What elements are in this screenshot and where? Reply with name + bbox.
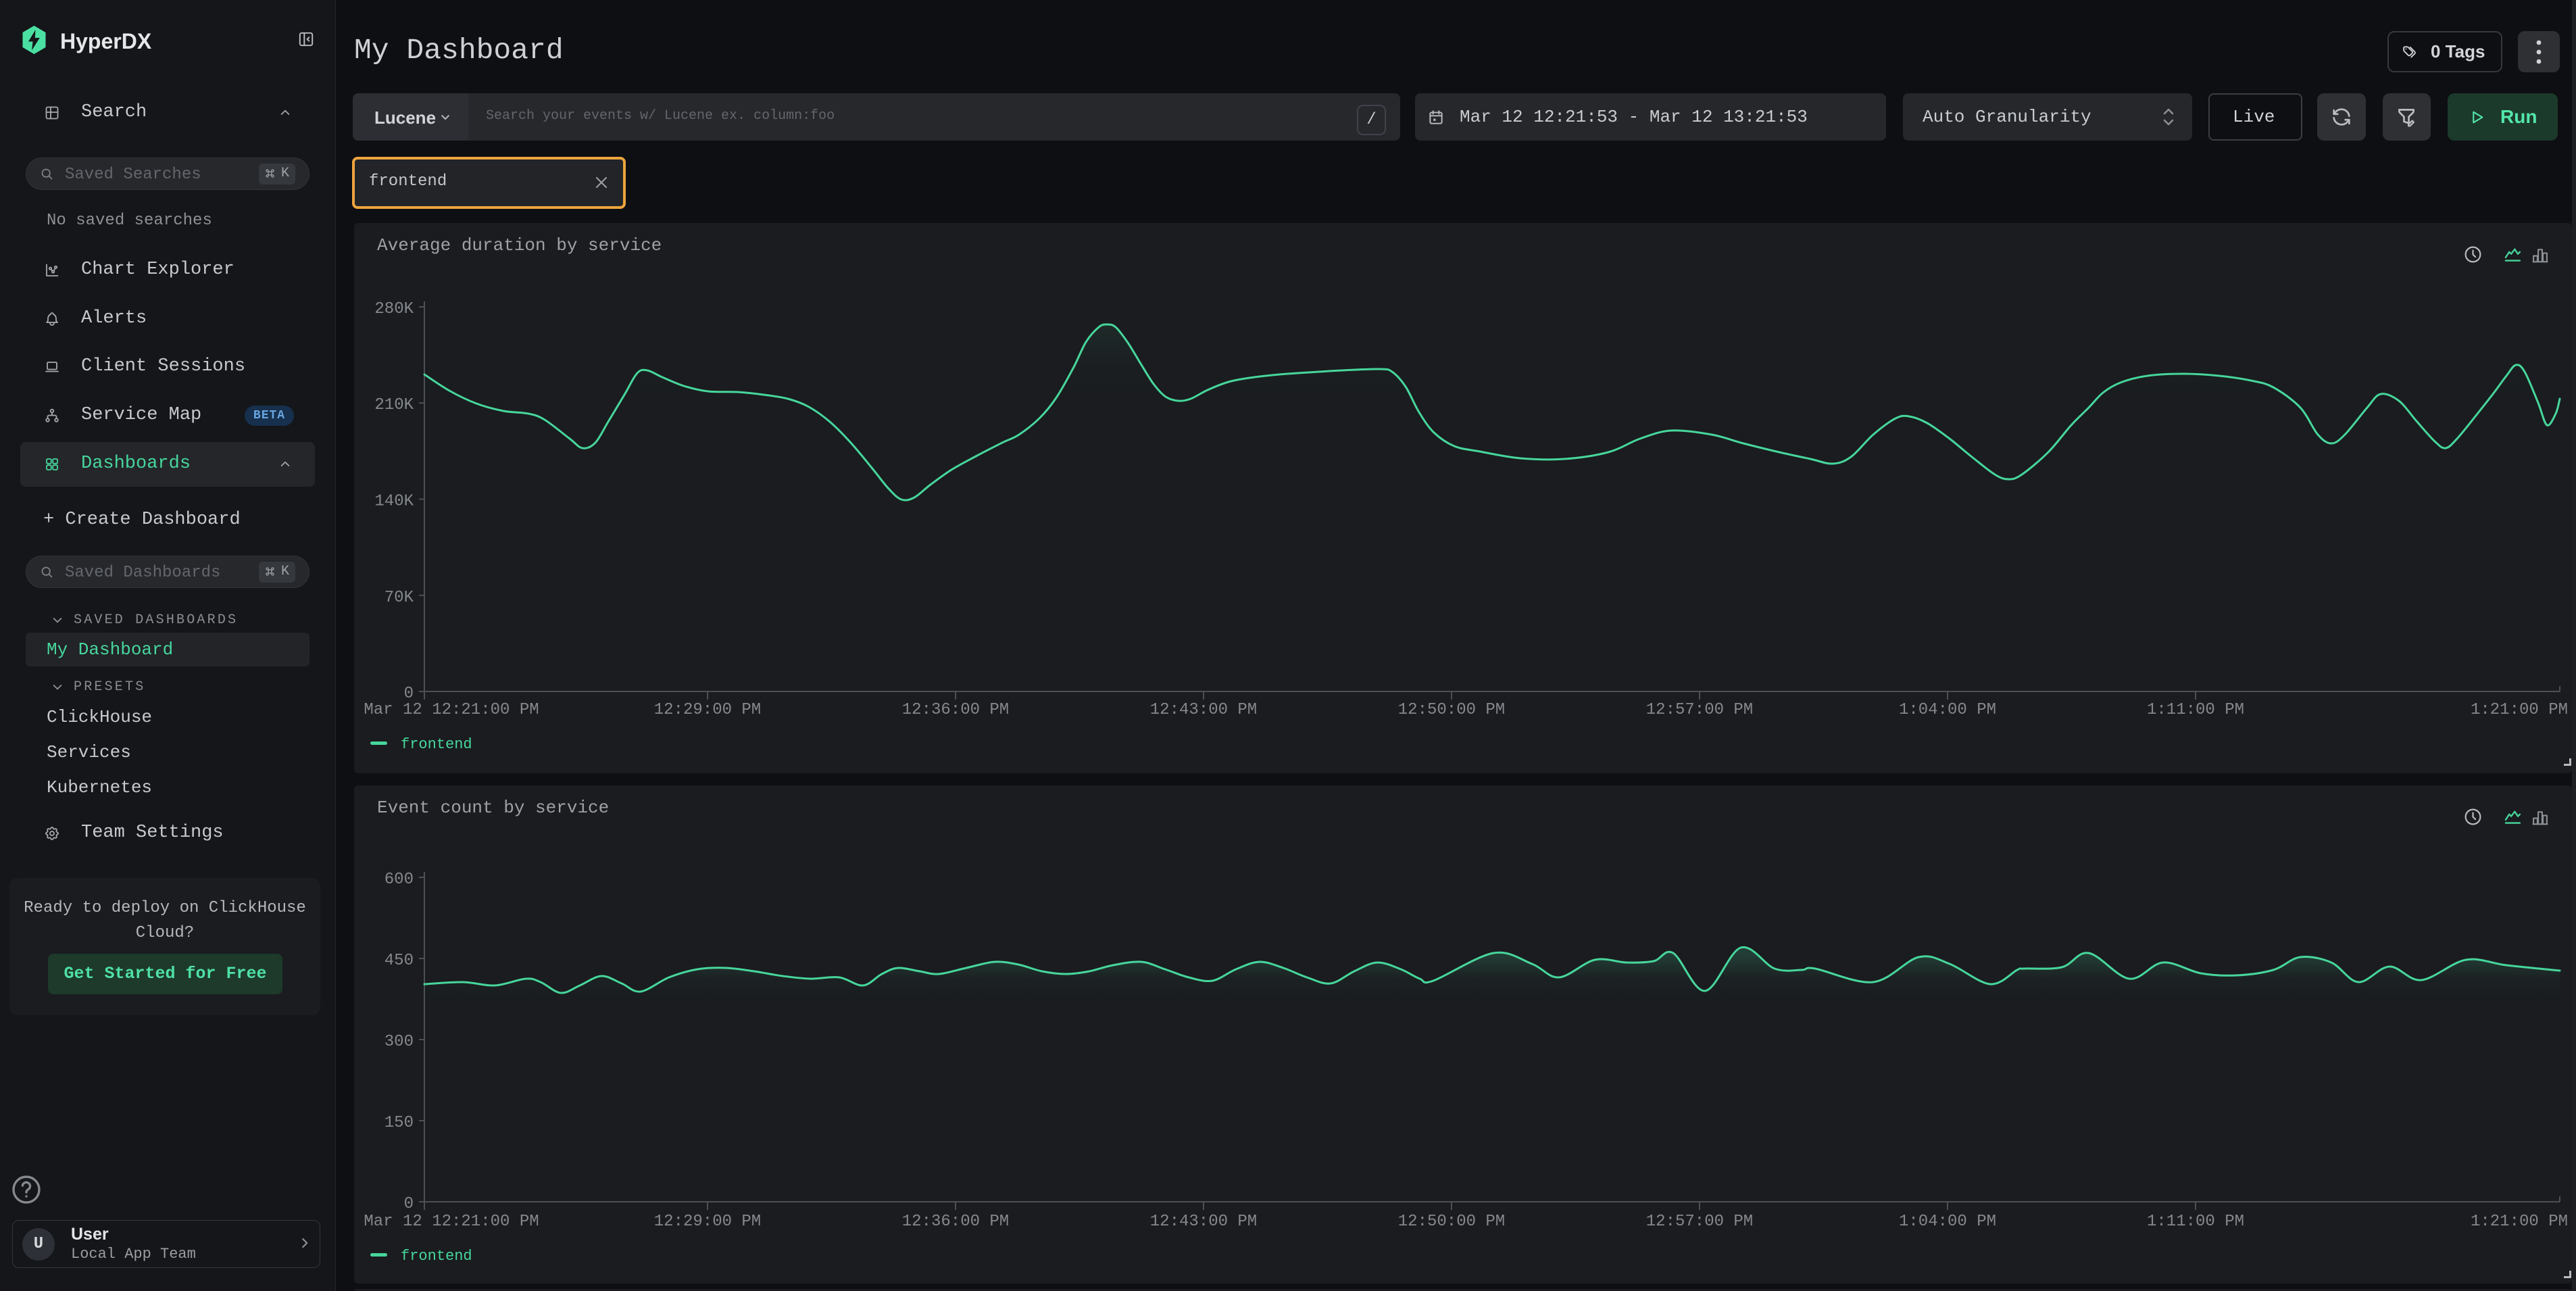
svg-text:12:29:00 PM: 12:29:00 PM bbox=[654, 1213, 761, 1231]
svg-text:12:50:00 PM: 12:50:00 PM bbox=[1398, 701, 1505, 719]
svg-text:1:04:00 PM: 1:04:00 PM bbox=[1899, 1213, 1996, 1231]
svg-text:12:43:00 PM: 12:43:00 PM bbox=[1150, 1213, 1257, 1231]
svg-text:0: 0 bbox=[404, 685, 414, 703]
svg-text:1:21:00 PM: 1:21:00 PM bbox=[2471, 701, 2568, 719]
svg-text:12:36:00 PM: 12:36:00 PM bbox=[902, 1213, 1009, 1231]
svg-text:70K: 70K bbox=[385, 589, 414, 607]
svg-text:12:57:00 PM: 12:57:00 PM bbox=[1646, 1213, 1753, 1231]
svg-text:1:11:00 PM: 1:11:00 PM bbox=[2147, 701, 2244, 719]
svg-text:frontend: frontend bbox=[401, 736, 472, 753]
svg-text:1:04:00 PM: 1:04:00 PM bbox=[1899, 701, 1996, 719]
svg-text:280K: 280K bbox=[374, 300, 414, 318]
svg-text:0: 0 bbox=[404, 1195, 414, 1213]
svg-text:12:50:00 PM: 12:50:00 PM bbox=[1398, 1213, 1505, 1231]
svg-text:300: 300 bbox=[385, 1033, 414, 1051]
svg-text:frontend: frontend bbox=[401, 1248, 472, 1265]
svg-text:Mar 12 12:21:00 PM: Mar 12 12:21:00 PM bbox=[364, 701, 539, 719]
svg-text:1:11:00 PM: 1:11:00 PM bbox=[2147, 1213, 2244, 1231]
svg-text:12:57:00 PM: 12:57:00 PM bbox=[1646, 701, 1753, 719]
svg-text:600: 600 bbox=[385, 871, 414, 889]
svg-text:450: 450 bbox=[385, 952, 414, 970]
svg-text:12:36:00 PM: 12:36:00 PM bbox=[902, 701, 1009, 719]
svg-text:140K: 140K bbox=[374, 493, 414, 511]
svg-text:1:21:00 PM: 1:21:00 PM bbox=[2471, 1213, 2568, 1231]
svg-text:12:43:00 PM: 12:43:00 PM bbox=[1150, 701, 1257, 719]
svg-text:150: 150 bbox=[385, 1114, 414, 1132]
svg-text:Mar 12 12:21:00 PM: Mar 12 12:21:00 PM bbox=[364, 1213, 539, 1231]
svg-text:210K: 210K bbox=[374, 396, 414, 414]
svg-text:12:29:00 PM: 12:29:00 PM bbox=[654, 701, 761, 719]
